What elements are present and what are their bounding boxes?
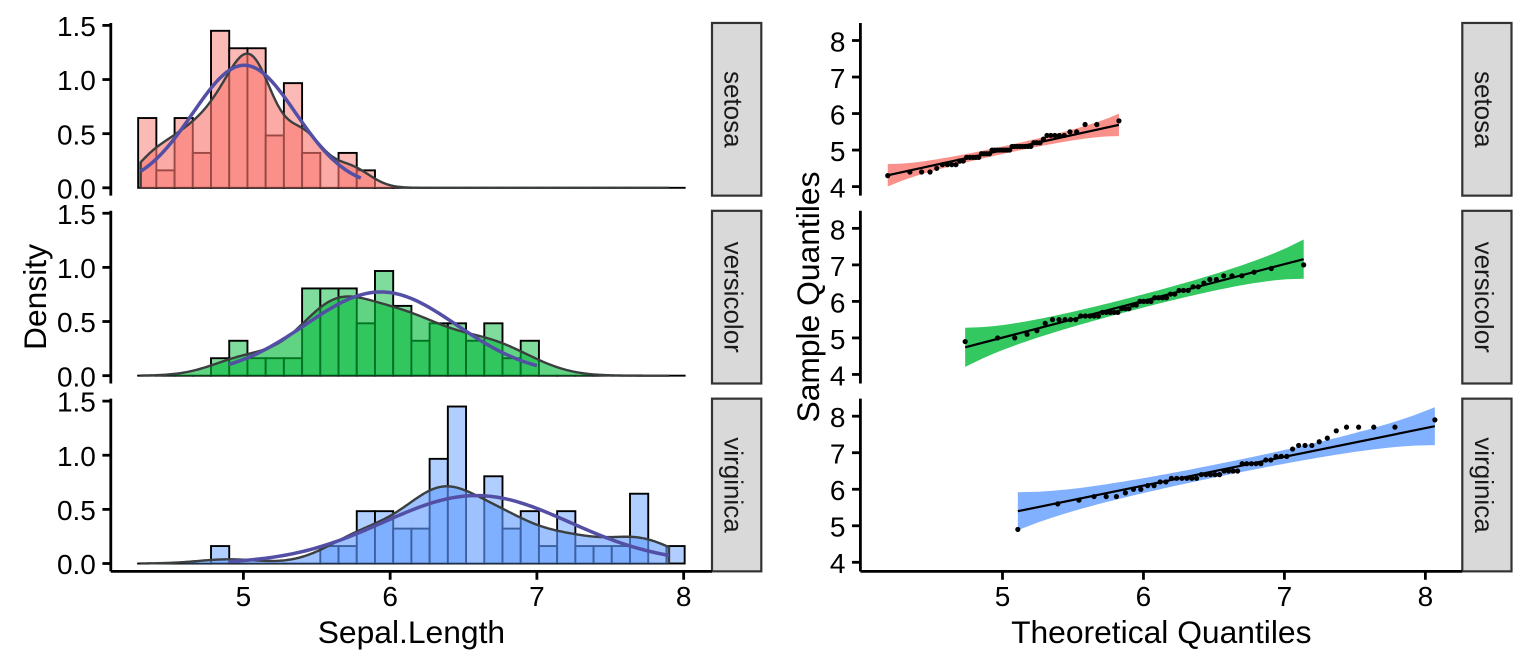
svg-text:8: 8: [830, 214, 846, 245]
svg-text:6: 6: [1136, 581, 1152, 612]
svg-text:7: 7: [529, 581, 545, 612]
svg-text:7: 7: [1277, 581, 1293, 612]
svg-text:4: 4: [830, 360, 846, 391]
svg-text:1.5: 1.5: [57, 387, 96, 418]
svg-text:6: 6: [382, 581, 398, 612]
svg-text:0.0: 0.0: [57, 549, 96, 580]
svg-text:0.5: 0.5: [57, 495, 96, 526]
svg-text:versicolor: versicolor: [1469, 242, 1499, 354]
svg-text:Density: Density: [17, 244, 53, 350]
svg-text:0.0: 0.0: [57, 173, 96, 204]
svg-text:5: 5: [830, 324, 846, 355]
svg-text:6: 6: [830, 287, 846, 318]
svg-text:4: 4: [830, 548, 846, 579]
svg-text:8: 8: [676, 581, 692, 612]
svg-text:4: 4: [830, 173, 846, 204]
svg-text:1.0: 1.0: [57, 253, 96, 284]
svg-text:5: 5: [830, 512, 846, 543]
svg-text:8: 8: [1418, 581, 1434, 612]
svg-text:5: 5: [995, 581, 1011, 612]
svg-text:8: 8: [830, 402, 846, 433]
svg-text:5: 5: [236, 581, 252, 612]
svg-text:0.0: 0.0: [57, 361, 96, 392]
svg-text:0.5: 0.5: [57, 307, 96, 338]
svg-text:7: 7: [830, 439, 846, 470]
svg-text:Theoretical Quantiles: Theoretical Quantiles: [1011, 614, 1311, 650]
svg-text:0.5: 0.5: [57, 119, 96, 150]
svg-text:1.5: 1.5: [57, 11, 96, 42]
svg-text:virginica: virginica: [719, 437, 749, 533]
svg-text:1.0: 1.0: [57, 65, 96, 96]
svg-text:versicolor: versicolor: [719, 242, 749, 354]
svg-text:setosa: setosa: [719, 71, 749, 148]
svg-text:8: 8: [830, 26, 846, 57]
svg-text:7: 7: [830, 63, 846, 94]
svg-text:Sepal.Length: Sepal.Length: [318, 614, 505, 650]
svg-text:5: 5: [830, 136, 846, 167]
svg-text:virginica: virginica: [1469, 437, 1499, 533]
svg-text:setosa: setosa: [1469, 71, 1499, 148]
svg-text:7: 7: [830, 251, 846, 282]
svg-text:1.5: 1.5: [57, 199, 96, 230]
svg-text:1.0: 1.0: [57, 441, 96, 472]
svg-text:6: 6: [830, 475, 846, 506]
svg-text:6: 6: [830, 99, 846, 130]
svg-text:Sample Quantiles: Sample Quantiles: [790, 172, 826, 423]
